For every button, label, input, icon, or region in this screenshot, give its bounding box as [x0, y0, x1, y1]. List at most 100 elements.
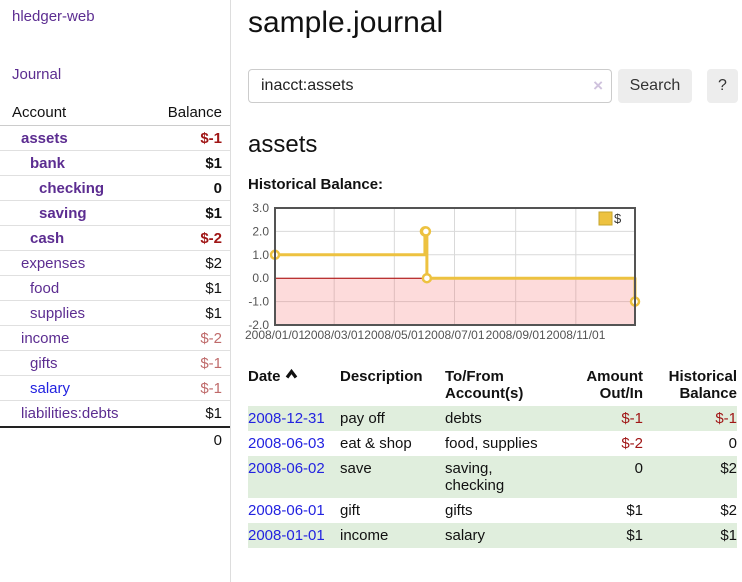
account-row: cash $-2	[0, 226, 230, 251]
search-form: × Search ?	[248, 69, 738, 103]
account-link-income[interactable]: income	[21, 329, 70, 347]
sort-ascending-icon	[285, 368, 298, 380]
transaction-amount: 0	[634, 460, 643, 477]
transaction-accounts: debts	[445, 410, 482, 427]
account-balance: $1	[205, 405, 222, 422]
account-balance: $1	[205, 304, 222, 322]
account-row: supplies $1	[0, 301, 230, 326]
transaction-cell: $2	[643, 498, 737, 523]
col-amount[interactable]: Amount Out/In	[586, 368, 643, 402]
col-date[interactable]: Date	[248, 366, 340, 406]
transaction-cell: 0	[643, 431, 737, 456]
transaction-amount: $-2	[621, 435, 643, 452]
transaction-cell: gifts	[445, 498, 565, 523]
account-link-gifts[interactable]: gifts	[30, 354, 58, 372]
x-axis-tick-label: 2008/09/01	[486, 328, 546, 342]
transaction-cell: saving, checking	[445, 456, 565, 498]
account-row: food $1	[0, 276, 230, 301]
account-link-saving[interactable]: saving	[39, 204, 87, 222]
chart-label: Historical Balance:	[248, 176, 384, 193]
app-brand-link[interactable]: hledger-web	[12, 8, 95, 25]
y-axis-tick-label: 2.0	[252, 224, 269, 238]
transaction-description: gift	[340, 502, 361, 519]
transaction-date-link[interactable]: 2008-01-01	[248, 527, 325, 544]
y-axis-tick-label: 1.0	[252, 248, 269, 262]
transaction-description: eat & shop	[340, 435, 412, 452]
register-header-row: Date Description To/From Account(s) Amou…	[248, 366, 737, 406]
account-balance: $-2	[200, 229, 222, 247]
transaction-row: 2008-12-31 pay off debts $-1 $-1	[248, 406, 737, 431]
account-link-bank[interactable]: bank	[30, 154, 66, 172]
x-axis-tick-label: 2008/03/01	[304, 328, 364, 342]
help-button[interactable]: ?	[706, 69, 738, 103]
account-link-assets[interactable]: assets	[21, 129, 68, 147]
accounts-header-account: Account	[12, 104, 67, 121]
sidebar-item-journal[interactable]: Journal	[12, 66, 62, 83]
transaction-row: 2008-01-01 income salary $1 $1	[248, 523, 737, 548]
transaction-balance: $-1	[715, 410, 737, 427]
accounts-header-balance: Balance	[167, 104, 222, 121]
transaction-description: pay off	[340, 410, 385, 427]
transaction-cell: gift	[340, 498, 445, 523]
account-row: assets $-1	[0, 126, 230, 151]
transaction-cell: $-1	[643, 406, 737, 431]
transaction-cell: 0	[565, 456, 643, 498]
account-balance: $1	[205, 279, 222, 297]
transaction-cell: $1	[565, 523, 643, 548]
main-content: sample.journal × Search ? assets Histori…	[245, 0, 738, 548]
transaction-amount: $-1	[621, 410, 643, 427]
account-link-liabilities-debts[interactable]: liabilities:debts	[21, 405, 119, 422]
accounts-table: Account Balance assets $-1 bank $1 checking 0…	[0, 101, 230, 452]
transaction-amount: $1	[626, 502, 643, 519]
transaction-date-link[interactable]: 2008-12-31	[248, 410, 325, 427]
data-point-marker	[420, 226, 432, 237]
transaction-cell: income	[340, 523, 445, 548]
account-balance: $2	[205, 254, 222, 272]
col-balance[interactable]: Historical Balance	[668, 368, 737, 402]
col-description[interactable]: Description	[340, 368, 423, 385]
col-accounts[interactable]: To/From Account(s)	[445, 368, 524, 402]
transaction-cell: 2008-06-02	[248, 456, 340, 498]
y-axis-tick-label: -2.0	[248, 318, 269, 332]
account-row: salary $-1	[0, 376, 230, 401]
register-table: Date Description To/From Account(s) Amou…	[248, 366, 737, 548]
account-link-supplies[interactable]: supplies	[30, 304, 86, 322]
transaction-cell: save	[340, 456, 445, 498]
sidebar: hledger-web Journal Account Balance asse…	[0, 0, 231, 582]
legend-swatch	[598, 211, 613, 226]
col-date-label: Date	[248, 368, 281, 385]
transaction-amount: $1	[626, 527, 643, 544]
transaction-accounts: food, supplies	[445, 435, 538, 452]
account-link-cash[interactable]: cash	[30, 229, 65, 247]
search-input[interactable]	[248, 69, 612, 103]
page-title: sample.journal	[248, 6, 444, 39]
account-balance: $-1	[200, 354, 222, 372]
transaction-date-link[interactable]: 2008-06-01	[248, 502, 325, 519]
account-row: bank $1	[0, 151, 230, 176]
account-balance: $1	[205, 154, 222, 172]
data-point-marker	[421, 272, 433, 284]
account-link-salary[interactable]: salary	[30, 379, 71, 397]
transaction-date-link[interactable]: 2008-06-02	[248, 460, 325, 477]
transaction-cell: $-1	[565, 406, 643, 431]
transaction-cell: 2008-01-01	[248, 523, 340, 548]
search-input-wrap: ×	[248, 69, 612, 103]
account-link-food[interactable]: food	[30, 279, 60, 297]
account-row: gifts $-1	[0, 351, 230, 376]
y-axis-tick-label: 3.0	[252, 201, 269, 215]
transaction-balance: $2	[720, 460, 737, 477]
transaction-date-link[interactable]: 2008-06-03	[248, 435, 325, 452]
account-link-expenses[interactable]: expenses	[21, 254, 86, 272]
chart-svg: 2008/01/01 2008/03/01 2008/05/01 2008/07/01…	[245, 201, 641, 342]
transaction-accounts: saving, checking	[445, 460, 505, 494]
account-row: liabilities:debts $1	[0, 401, 230, 426]
transaction-cell: $1	[565, 498, 643, 523]
search-button[interactable]: Search	[618, 69, 692, 103]
y-axis-tick-label: -1.0	[248, 295, 269, 309]
account-link-checking[interactable]: checking	[39, 179, 105, 197]
account-row: checking 0	[0, 176, 230, 201]
transaction-accounts: salary	[445, 527, 486, 544]
account-row: saving $1	[0, 201, 230, 226]
clear-search-icon[interactable]: ×	[593, 76, 603, 95]
accounts-total-value: 0	[213, 432, 222, 449]
